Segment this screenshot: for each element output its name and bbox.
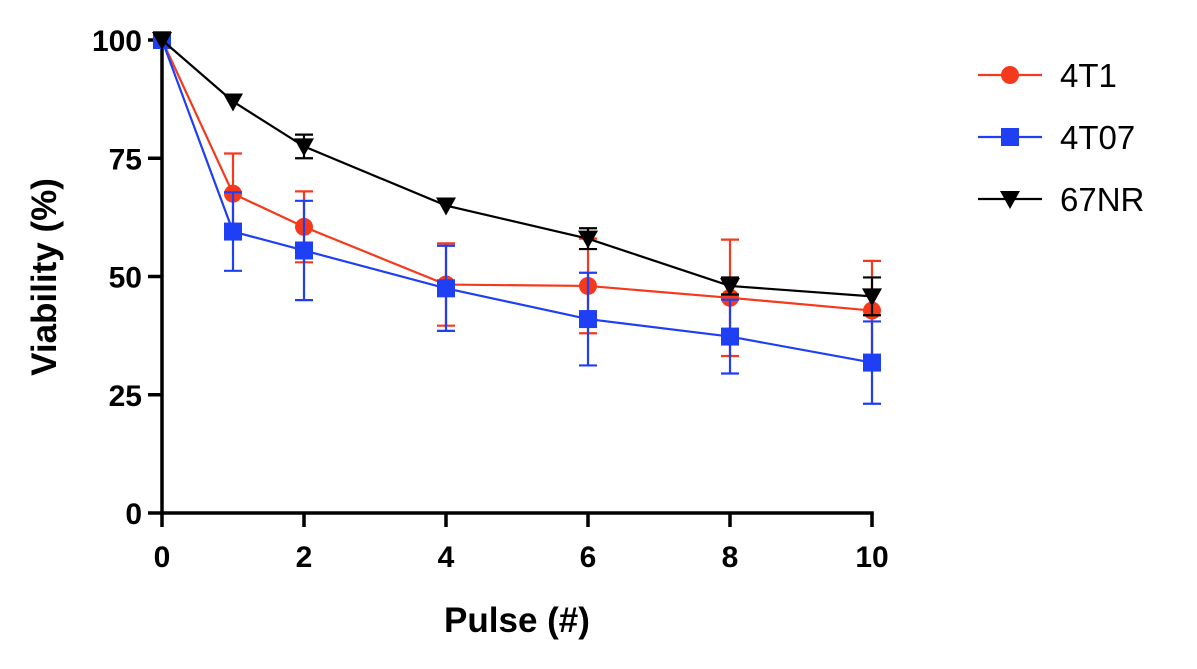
legend-label: 4T1 [1060,57,1117,94]
legend-item-4t07: 4T07 [978,119,1135,156]
series-4t07 [153,31,881,405]
series-line [160,39,873,364]
data-point [437,279,455,298]
series-line [161,39,873,298]
series-line [161,39,873,312]
x-tick-label: 8 [722,541,739,574]
x-tick-label: 6 [580,541,597,574]
legend-marker [1001,128,1019,146]
y-axis-title: Viability (%) [25,178,64,376]
series-layer [152,31,882,405]
data-point [294,138,314,157]
legend-label: 4T07 [1060,119,1135,156]
y-tick-label: 0 [125,498,142,531]
legend-marker [1001,66,1019,84]
x-tick-label: 2 [296,541,313,574]
data-point [295,241,313,260]
x-axis-title: Pulse (#) [444,601,590,640]
legend: 4T1 4T07 67NR [978,57,1144,218]
data-point [578,230,598,249]
data-point [862,288,882,307]
data-point [436,197,456,216]
data-point [863,353,881,372]
legend-marker [1000,191,1020,209]
legend-item-67nr: 67NR [978,181,1144,218]
data-point [721,288,739,307]
axes: 0 25 50 75 100 0 2 4 6 8 10 [92,25,889,574]
data-point [152,32,172,50]
series-4t1 [153,31,881,362]
legend-label: 67NR [1060,181,1144,218]
x-tick-label: 4 [438,541,455,574]
series-67nr [152,32,882,317]
data-point [579,310,597,329]
x-tick-label: 10 [855,541,888,574]
y-tick-label: 50 [109,262,142,295]
data-point [720,277,740,296]
data-point [224,222,242,241]
y-tick-label: 100 [92,25,142,58]
data-point [223,93,243,112]
y-tick-label: 25 [109,380,142,413]
x-tick-label: 0 [154,541,171,574]
legend-item-4t1: 4T1 [978,57,1117,94]
data-point [721,327,739,346]
y-tick-label: 75 [109,143,142,176]
